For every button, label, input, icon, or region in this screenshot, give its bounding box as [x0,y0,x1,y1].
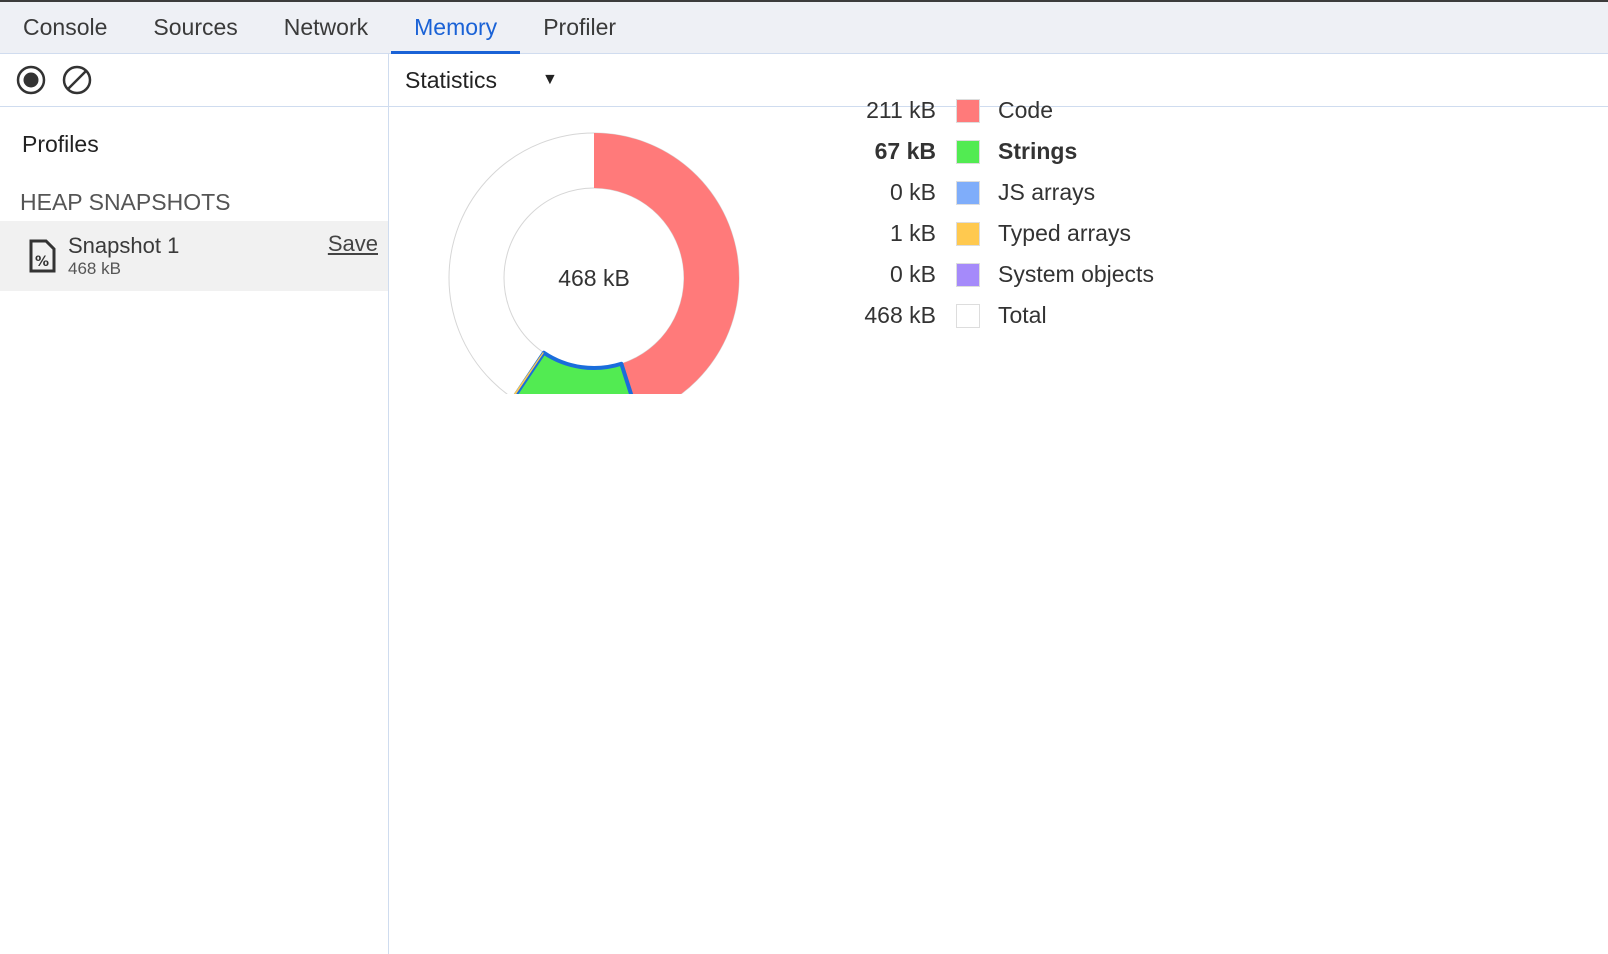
legend-label: System objects [998,261,1154,287]
heap-snapshots-heading: HEAP SNAPSHOTS [20,189,231,215]
slice-typed-arrays[interactable] [512,352,544,394]
panel-tabs: Console Sources Network Memory Profiler [0,2,1608,54]
snapshot-size: 468 kB [68,259,121,278]
view-select[interactable]: Statistics ▼ [389,67,558,94]
slice-code[interactable] [594,133,739,394]
legend-value: 468 kB [864,302,936,328]
legend-value: 67 kB [874,138,936,164]
donut-chart: 468 kB [448,132,740,394]
legend-swatch [956,262,980,287]
legend-label: Strings [998,138,1078,164]
profiles-heading: Profiles [22,131,99,157]
snapshot-item[interactable]: % Snapshot 1 468 kB Save [0,221,388,291]
legend: 211 kB Code 67 kB Strings 0 kB JS arrays 1 kB T… [829,90,1154,336]
legend-swatch [956,98,980,123]
tab-console[interactable]: Console [23,14,108,40]
legend-swatch [956,139,980,164]
slice-strings[interactable] [513,350,638,394]
tab-memory[interactable]: Memory [391,2,521,54]
legend-row-system-objects[interactable]: 0 kB System objects [829,254,1154,295]
legend-value: 211 kB [866,97,936,123]
save-link[interactable]: Save [327,231,378,256]
dropdown-caret-icon: ▼ [542,71,558,88]
view-select-value: Statistics [405,66,498,93]
snapshot-name: Snapshot 1 [68,233,180,258]
legend-row-js-arrays[interactable]: 0 kB JS arrays [829,172,1154,213]
snapshot-file-icon: % [29,239,56,273]
legend-swatch [956,221,980,246]
legend-label: Typed arrays [998,220,1131,246]
record-icon[interactable] [15,64,47,96]
legend-label: JS arrays [998,179,1096,205]
legend-row-total[interactable]: 468 kB Total [829,295,1154,336]
tab-network[interactable]: Network [283,14,369,40]
tab-sources[interactable]: Sources [153,14,238,40]
legend-swatch [956,180,980,205]
statistics-view: Statistics ▼ 468 kB 211 kB Code 67 kB String… [389,54,1608,954]
legend-row-strings[interactable]: 67 kB Strings [829,131,1154,172]
tab-profiler[interactable]: Profiler [543,14,617,40]
clear-icon[interactable] [61,64,93,96]
legend-value: 1 kB [889,220,936,246]
legend-row-typed-arrays[interactable]: 1 kB Typed arrays [829,213,1154,254]
donut-center-label: 468 kB [558,265,630,291]
legend-value: 0 kB [889,179,936,205]
legend-value: 0 kB [889,261,936,287]
legend-label: Code [998,97,1053,123]
legend-row-code[interactable]: 211 kB Code [829,90,1154,131]
legend-label: Total [998,302,1047,328]
sidebar: Profiles HEAP SNAPSHOTS % Snapshot 1 468… [0,54,389,954]
svg-text:%: % [35,254,49,270]
legend-swatch [956,303,980,328]
